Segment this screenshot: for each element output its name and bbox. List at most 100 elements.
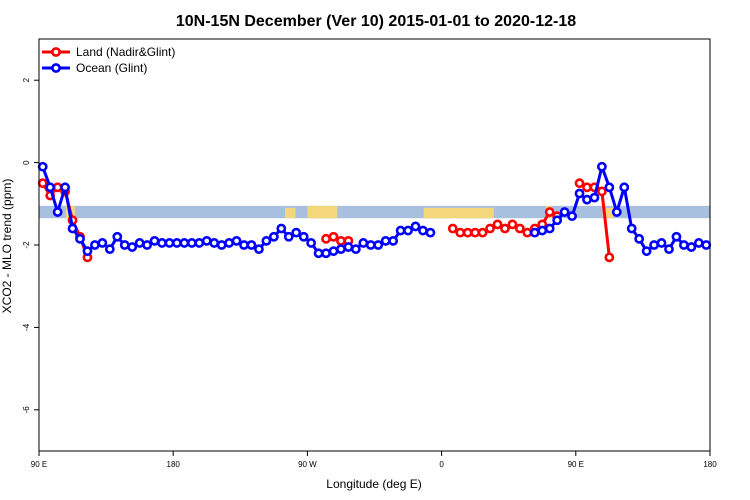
data-point	[559, 207, 570, 217]
data-point	[343, 242, 354, 252]
data-point	[276, 223, 287, 234]
data-point	[365, 240, 376, 250]
data-point	[500, 223, 510, 234]
data-point	[321, 248, 331, 259]
data-point	[52, 207, 63, 217]
data-point	[701, 240, 712, 250]
data-point	[470, 227, 481, 238]
x-tick-label: 180	[703, 460, 717, 469]
land-ocean-band	[39, 205, 710, 219]
data-point	[425, 227, 436, 238]
data-point	[37, 161, 48, 172]
x-tick-label: 0	[439, 460, 444, 469]
data-point	[544, 223, 555, 234]
data-point	[90, 240, 100, 250]
legend-marker	[51, 47, 61, 57]
data-point	[641, 246, 652, 257]
data-point	[686, 242, 697, 252]
data-point	[447, 223, 458, 234]
ocean-band	[39, 205, 710, 219]
data-point	[373, 240, 384, 250]
data-point	[224, 238, 235, 248]
data-point	[544, 207, 555, 217]
data-point	[679, 240, 689, 250]
data-point	[418, 225, 428, 236]
data-point	[611, 207, 622, 217]
data-point	[604, 252, 615, 263]
data-point	[104, 244, 115, 255]
y-tick-label: 0	[22, 160, 31, 165]
data-point	[261, 235, 272, 246]
data-point	[119, 240, 130, 250]
data-point	[358, 238, 369, 248]
data-point	[321, 233, 331, 244]
data-point	[164, 238, 175, 248]
data-point	[134, 238, 145, 248]
data-point	[283, 231, 294, 242]
data-point	[328, 231, 339, 242]
data-point	[671, 231, 682, 242]
data-point	[82, 246, 93, 257]
data-point	[45, 182, 56, 193]
data-point	[693, 238, 704, 248]
data-point	[328, 246, 339, 257]
y-axis: -6 -4 -2 0 2	[22, 77, 39, 413]
data-point	[246, 240, 257, 250]
legend-label: Land (Nadir&Glint)	[76, 45, 175, 59]
data-point	[216, 240, 227, 250]
data-point	[291, 227, 302, 238]
data-point	[582, 194, 592, 205]
plot-area	[37, 38, 712, 452]
data-point	[455, 227, 466, 238]
data-point	[462, 227, 473, 238]
data-point	[410, 221, 421, 232]
data-point	[306, 238, 317, 248]
data-point	[60, 182, 70, 193]
data-point	[127, 242, 138, 252]
data-point	[656, 238, 667, 248]
series-layer	[37, 161, 712, 263]
data-point	[142, 240, 153, 250]
data-point	[388, 235, 399, 246]
data-point	[626, 223, 637, 234]
data-point	[97, 238, 108, 248]
data-point	[380, 235, 391, 246]
data-point	[254, 244, 264, 255]
data-point	[492, 219, 503, 230]
data-point	[574, 188, 585, 199]
data-point	[194, 238, 205, 248]
legend-marker	[51, 63, 61, 73]
data-point	[336, 235, 346, 246]
legend: Land (Nadir&Glint) Ocean (Glint)	[42, 45, 175, 75]
data-point	[231, 235, 242, 246]
data-point	[485, 223, 495, 234]
data-point	[75, 233, 85, 244]
x-tick-label: 90 E	[568, 460, 584, 469]
data-point	[567, 211, 577, 222]
x-tick-label: 90 E	[31, 460, 47, 469]
data-point	[574, 178, 585, 189]
data-point	[239, 240, 249, 250]
data-point	[522, 227, 533, 238]
data-point	[268, 231, 279, 242]
data-point	[634, 233, 645, 244]
data-point	[395, 225, 406, 236]
data-point	[514, 223, 525, 234]
y-tick-label: -4	[22, 323, 31, 331]
data-point	[52, 182, 63, 193]
y-axis-label: XCO2 - MLO trend (ppm)	[0, 179, 14, 314]
data-point	[589, 192, 600, 203]
legend-label: Ocean (Glint)	[76, 61, 147, 75]
land-patch	[423, 207, 494, 219]
data-point	[596, 186, 607, 197]
data-point	[336, 244, 346, 255]
y-tick-label: -6	[22, 406, 31, 414]
y-tick-label: 2	[22, 77, 31, 82]
data-point	[552, 215, 563, 226]
data-point	[37, 178, 48, 189]
land-patch	[602, 207, 614, 219]
data-point	[507, 219, 518, 230]
data-point	[403, 225, 413, 236]
data-point	[112, 231, 123, 242]
